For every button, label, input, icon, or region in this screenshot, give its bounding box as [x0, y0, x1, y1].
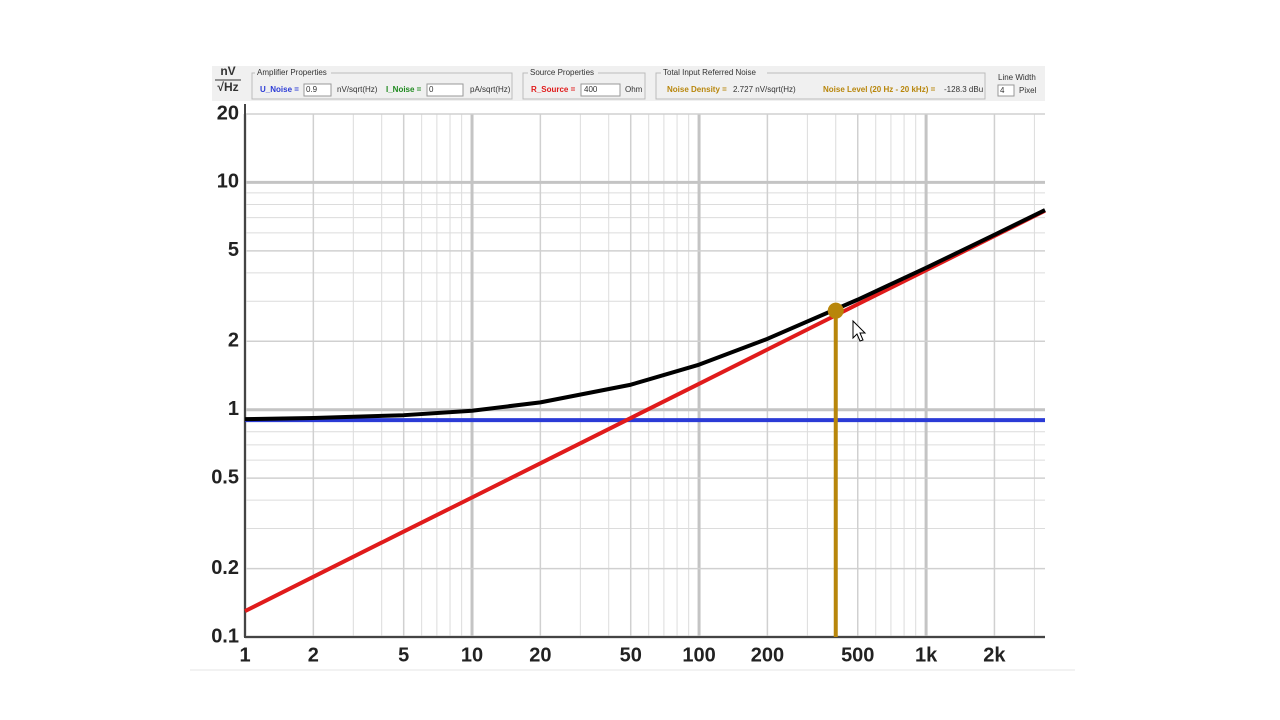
group-box — [655, 72, 986, 100]
y-tick-label: 20 — [217, 102, 239, 124]
group-title-bg — [255, 69, 331, 77]
x-tick-label: 2k — [983, 644, 1006, 666]
r-source-value: 400 — [584, 85, 598, 94]
line-width-unit: Pixel — [1019, 86, 1037, 95]
u-noise-value: 0.9 — [306, 85, 318, 94]
x-tick-label: 200 — [751, 644, 784, 666]
u-noise-input[interactable] — [303, 83, 332, 97]
level-label: Noise Level (20 Hz - 20 kHz) = — [823, 85, 936, 94]
group-box — [251, 72, 513, 100]
y-tick-label: 0.5 — [211, 466, 239, 488]
density-label: Noise Density = — [667, 85, 727, 94]
i-noise-label: I_Noise = — [386, 85, 422, 94]
plot: 1 2 5 10 20 50 100 200 500 1k 2k 0.1 0.2 0.5 1 2 5 10 20 — [211, 102, 1046, 666]
line-width-input[interactable] — [997, 84, 1015, 97]
x-tick-label: 10 — [461, 644, 483, 666]
series-line — [244, 208, 1046, 422]
x-tick-label: 5 — [398, 644, 409, 666]
level-value: -128.3 dBu — [944, 85, 983, 94]
line-width-title: Line Width — [998, 73, 1036, 82]
mouse-cursor — [852, 319, 867, 342]
r-source-input[interactable] — [580, 83, 621, 97]
i-noise-input[interactable] — [426, 83, 464, 97]
u-noise-unit: nV/sqrt(Hz) — [337, 85, 378, 94]
y-tick-label: 2 — [228, 330, 239, 352]
r-source-unit: Ohm — [625, 85, 643, 94]
y-tick-label: 0.1 — [211, 625, 239, 647]
x-tick-label: 1k — [915, 644, 938, 666]
group-title-bg — [661, 69, 767, 77]
group-title-bg — [528, 69, 598, 77]
y-tick-label: 1 — [228, 398, 239, 420]
x-tick-label: 20 — [529, 644, 551, 666]
density-value: 2.727 nV/sqrt(Hz) — [733, 85, 796, 94]
x-tick-label: 1 — [239, 644, 250, 666]
group-title: Total Input Referred Noise — [663, 68, 756, 77]
i-noise-value: 0 — [429, 85, 434, 94]
group-title: Source Properties — [530, 68, 594, 77]
y-unit-top: nV — [220, 64, 235, 78]
u-noise-label: U_Noise = — [260, 85, 299, 94]
x-tick-label: 500 — [841, 644, 874, 666]
r-source-label: R_Source = — [531, 85, 576, 94]
y-tick-label: 5 — [228, 239, 239, 261]
x-tick-label: 2 — [308, 644, 319, 666]
y-unit-bottom: √Hz — [217, 80, 238, 94]
x-tick-label: 50 — [620, 644, 642, 666]
y-tick-label: 10 — [217, 171, 239, 193]
marker-point — [827, 302, 844, 319]
control-bar — [212, 66, 1045, 101]
i-noise-unit: pA/sqrt(Hz) — [470, 85, 511, 94]
line-width-value: 4 — [1000, 86, 1005, 95]
group-title: Amplifier Properties — [257, 68, 327, 77]
x-tick-label: 100 — [682, 644, 715, 666]
y-tick-label: 0.2 — [211, 557, 239, 579]
